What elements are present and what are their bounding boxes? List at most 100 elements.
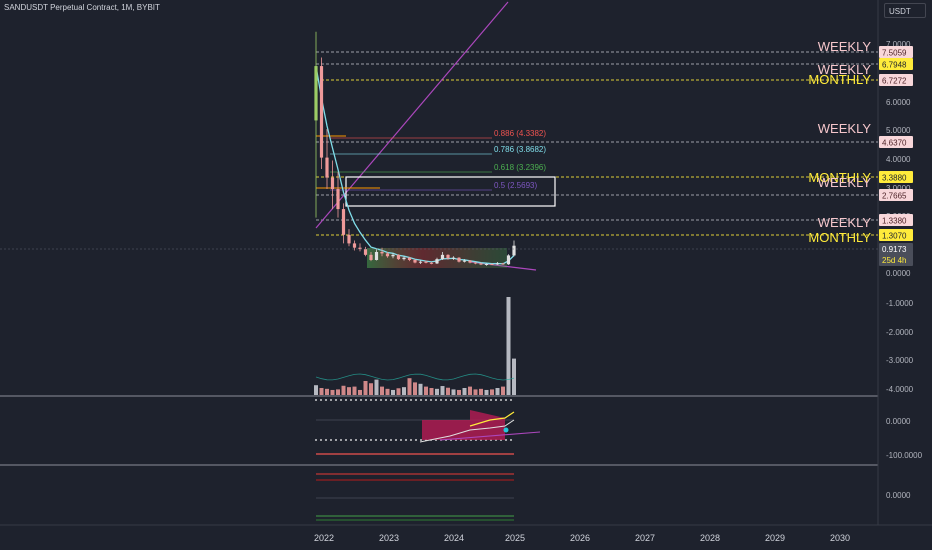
- time-axis[interactable]: 2022 2023 2024 2025 2026 2027 2028 2029 2030: [314, 533, 850, 543]
- osc-dot-top: [340, 399, 342, 401]
- time-tick-label: 2024: [444, 533, 464, 543]
- volume-bar: [369, 383, 373, 395]
- volume-bar: [407, 378, 412, 395]
- osc-line: [419, 419, 515, 443]
- bottom-indicator-pane[interactable]: [316, 453, 514, 521]
- osc-dot-mid: [320, 439, 322, 441]
- candle-body: [462, 260, 467, 262]
- candle-body: [347, 234, 351, 244]
- fib-label: 0.618 (3.2396): [494, 163, 546, 172]
- candle-body: [314, 66, 318, 121]
- osc-dot-top: [450, 399, 452, 401]
- osc-dot-top: [355, 399, 357, 401]
- price-tag: [879, 136, 913, 148]
- osc-dot-top: [315, 399, 317, 401]
- level-label: WEEKLY: [818, 62, 872, 77]
- level-label: MONTHLY: [808, 170, 871, 185]
- price-tick-label: -1.0000: [886, 299, 914, 308]
- level-label: MONTHLY: [808, 72, 871, 87]
- time-tick-label: 2025: [505, 533, 525, 543]
- price-axis[interactable]: 7.00006.00005.00004.00003.00002.00000.00…: [886, 40, 923, 500]
- osc-dot-mid: [410, 439, 412, 441]
- volume-bar: [314, 385, 318, 395]
- volume-bar: [424, 386, 428, 395]
- level-label: MONTHLY: [808, 230, 871, 245]
- osc-dot-top: [505, 399, 507, 401]
- candle-body: [468, 260, 472, 263]
- osc-dot-mid: [335, 439, 337, 441]
- candle-body: [418, 261, 423, 263]
- volume-bar: [413, 382, 417, 395]
- volume-bar: [451, 389, 456, 395]
- price-tag: [879, 74, 913, 86]
- fib-label: 0.5 (2.5693): [494, 181, 537, 190]
- osc-dot-top: [455, 399, 457, 401]
- osc-dot-top: [485, 399, 487, 401]
- candle-body: [413, 259, 417, 263]
- price-tag: [879, 214, 913, 226]
- osc-dot-mid: [375, 439, 377, 441]
- price-tick-label: -3.0000: [886, 356, 914, 365]
- time-tick-label: 2028: [700, 533, 720, 543]
- price-tick-label: 7.0000: [886, 40, 911, 49]
- level-label: WEEKLY: [818, 175, 872, 190]
- osc-histogram: [422, 410, 505, 440]
- osc-dot-top: [330, 399, 332, 401]
- volume-bar: [462, 388, 467, 395]
- volume-bar: [385, 388, 390, 395]
- candle-body: [336, 189, 340, 210]
- volume-bar: [490, 389, 494, 395]
- candle-body: [495, 263, 500, 265]
- osc-dot-top: [460, 399, 462, 401]
- osc-dot-top: [500, 399, 502, 401]
- price-tag-value: 1.3070: [882, 232, 907, 241]
- candle-body: [501, 263, 505, 265]
- volume-pane: [314, 297, 516, 395]
- osc-dot-mid: [370, 439, 372, 441]
- current-price-value: 0.9173: [882, 245, 907, 254]
- volume-bar: [418, 383, 423, 395]
- candle-body: [451, 257, 456, 259]
- candle-body: [446, 254, 450, 259]
- candle-body: [435, 259, 439, 264]
- fib-label: 0.886 (4.3382): [494, 129, 546, 138]
- price-tag-value: 1.3380: [882, 217, 907, 226]
- volume-bar: [501, 386, 505, 395]
- price-tag: [879, 171, 913, 183]
- osc-dot-mid: [385, 439, 387, 441]
- candle-body: [440, 254, 445, 260]
- osc-dot-top: [360, 399, 362, 401]
- osc-dot-top: [320, 399, 322, 401]
- candle-body: [380, 251, 384, 254]
- bar-countdown: 25d 4h: [882, 256, 906, 265]
- price-tag-value: 6.7272: [882, 77, 907, 86]
- osc-dot-top: [480, 399, 482, 401]
- osc-dot-top: [395, 399, 397, 401]
- osc-dot-top: [470, 399, 472, 401]
- time-tick-label: 2022: [314, 533, 334, 543]
- osc-dot-mid: [345, 439, 347, 441]
- volume-bar: [374, 379, 379, 395]
- symbol-title[interactable]: SANDUSDT Perpetual Contract, 1M, BYBIT: [4, 3, 160, 12]
- candle-body: [484, 263, 489, 265]
- current-price-tag: [879, 243, 913, 266]
- level-labels: WEEKLY 7.5059 WEEKLY 6.7948 MONTHLY 6.7272 WEE…: [808, 39, 913, 266]
- price-tick-label: 4.0000: [886, 155, 911, 164]
- price-tick-label: -4.0000: [886, 385, 914, 394]
- osc-dot-top: [495, 399, 497, 401]
- price-pane[interactable]: 0.886 (4.3382) 0.786 (3.8682) 0.618 (3.239…: [0, 1, 878, 271]
- grid: [0, 0, 932, 526]
- currency-button[interactable]: USDT: [884, 3, 926, 18]
- osc-dot-top: [400, 399, 402, 401]
- osc-dot-top: [370, 399, 372, 401]
- osc-dot-mid: [420, 439, 422, 441]
- osc-dot-mid: [350, 439, 352, 441]
- price-tag-value: 7.5059: [882, 49, 907, 58]
- osc-dot-top: [350, 399, 352, 401]
- time-tick-label: 2029: [765, 533, 785, 543]
- candle-body: [363, 249, 368, 255]
- osc-dot-mid: [355, 439, 357, 441]
- osc-dot-top: [475, 399, 477, 401]
- oscillator-pane[interactable]: [315, 399, 541, 443]
